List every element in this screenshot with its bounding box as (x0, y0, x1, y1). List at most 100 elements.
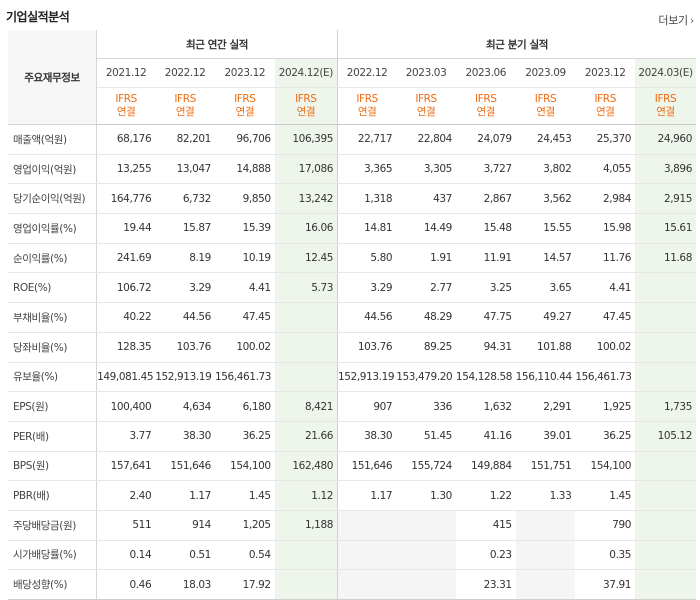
row-label: PER(배) (8, 421, 98, 452)
value-cell: 13,047 (155, 154, 215, 185)
ifrs-line2: 연결 (656, 106, 675, 118)
value-cell: 157,641 (96, 451, 156, 482)
annual-group-header: 최근 연간 실적 (96, 30, 338, 59)
value-cell: 1,632 (455, 391, 516, 422)
table-row: 당기순이익(억원) 164,776 6,732 9,850 13,242 1,318 437… (8, 183, 696, 215)
table-row: 부채비율(%) 40.22 44.56 47.45 44.56 48.29 47.75 49.… (8, 302, 696, 333)
value-cell: 25,370 (575, 124, 636, 155)
value-cell: 10.19 (214, 243, 275, 274)
value-cell: 3.25 (455, 272, 516, 304)
value-cell: 0.54 (214, 540, 275, 571)
value-cell: 914 (155, 509, 215, 541)
ifrs-header-row: IFRS 연결 IFRS 연결 IFRS 연결 IFRS 연결 IFRS 연결 IFRS 연결 IFRS… (8, 87, 696, 125)
value-cell: 39.01 (515, 421, 576, 452)
ifrs-line2: 연결 (116, 106, 136, 118)
quarter-group-header: 최근 분기 실적 (337, 30, 696, 59)
value-cell (635, 451, 696, 482)
ifrs-line2: 연결 (357, 106, 377, 118)
ifrs-line1: IFRS (534, 93, 557, 105)
value-cell: 37.91 (575, 569, 636, 600)
value-cell: 23.31 (455, 569, 516, 600)
value-cell: 4.41 (575, 272, 636, 304)
row-label: 주당배당금(원) (8, 509, 98, 541)
value-cell: 8.19 (155, 243, 215, 274)
value-cell: 15.39 (214, 213, 275, 244)
period-header: 2023.06 (455, 58, 516, 88)
value-cell: 907 (337, 391, 397, 422)
row-label: EPS(원) (8, 391, 98, 422)
value-cell (274, 362, 338, 393)
value-cell: 156,110.44 (515, 362, 576, 393)
ifrs-line2: 연결 (416, 106, 436, 118)
value-cell: 6,180 (214, 391, 275, 422)
value-cell: 151,646 (337, 451, 397, 482)
value-cell (515, 540, 576, 571)
value-cell (337, 569, 397, 600)
table-row: 영업이익률(%) 19.44 15.87 15.39 16.06 14.81 14.49 15… (8, 213, 696, 244)
value-cell: 3,802 (515, 154, 576, 185)
value-cell: 156,461.73 (575, 362, 636, 393)
value-cell: 162,480 (274, 451, 338, 482)
value-cell: 790 (575, 509, 636, 541)
value-cell: 1.45 (575, 480, 636, 511)
row-label: 시가배당률(%) (8, 540, 98, 571)
value-cell: 51.45 (396, 421, 456, 452)
table-row: 영업이익(억원) 13,255 13,047 14,888 17,086 3,365 3,3… (8, 154, 696, 185)
value-cell: 103.76 (337, 332, 397, 363)
table-row: 유보율(%) 149,081.45 152,913.19 156,461.73 152,… (8, 362, 696, 393)
value-cell: 17.92 (214, 569, 275, 600)
period-header: 2021.12 (96, 58, 156, 88)
value-cell: 15.48 (455, 213, 516, 244)
value-cell: 13,242 (274, 183, 338, 215)
value-cell (337, 509, 397, 541)
value-cell: 415 (455, 509, 516, 541)
value-cell: 24,079 (455, 124, 516, 155)
value-cell: 94.31 (455, 332, 516, 363)
value-cell: 2.40 (96, 480, 156, 511)
ifrs-label: IFRS 연결 (575, 87, 636, 125)
value-cell: 3.29 (337, 272, 397, 304)
ifrs-line1: IFRS (594, 93, 616, 105)
value-cell: 1.45 (214, 480, 275, 511)
ifrs-label: IFRS 연결 (635, 87, 696, 125)
table-row: 매출액(억원) 68,176 82,201 96,706 106,395 22,717 22… (8, 124, 696, 155)
value-cell: 4,055 (575, 154, 636, 185)
value-cell: 1,735 (635, 391, 696, 422)
value-cell: 22,717 (337, 124, 397, 155)
value-cell: 155,724 (396, 451, 456, 482)
value-cell (635, 302, 696, 333)
value-cell: 437 (396, 183, 456, 215)
value-cell: 11.91 (455, 243, 516, 274)
value-cell: 15.87 (155, 213, 215, 244)
value-cell: 44.56 (155, 302, 215, 333)
ifrs-line2: 연결 (175, 106, 195, 118)
value-cell: 14.81 (337, 213, 397, 244)
row-label: 영업이익률(%) (8, 213, 98, 244)
table-row: 시가배당률(%) 0.14 0.51 0.54 0.23 0.35 (8, 540, 696, 571)
value-cell: 12.45 (274, 243, 338, 274)
more-link[interactable]: 더보기 › (658, 12, 694, 28)
value-cell: 11.76 (575, 243, 636, 274)
value-cell: 0.46 (96, 569, 156, 600)
value-cell: 36.25 (575, 421, 636, 452)
period-header-row: 2021.12 2022.12 2023.12 2024.12(E) 2022.12 20… (8, 58, 696, 88)
table-body: 매출액(억원) 68,176 82,201 96,706 106,395 22,717 22… (8, 124, 696, 600)
value-cell: 4,634 (155, 391, 215, 422)
value-cell: 164,776 (96, 183, 156, 215)
value-cell (635, 509, 696, 541)
value-cell: 1,925 (575, 391, 636, 422)
value-cell (635, 569, 696, 600)
value-cell: 24,960 (635, 124, 696, 155)
value-cell: 49.27 (515, 302, 576, 333)
value-cell (274, 302, 338, 333)
row-label: 당기순이익(억원) (8, 183, 98, 215)
value-cell: 15.55 (515, 213, 576, 244)
ifrs-line1: IFRS (174, 93, 196, 105)
value-cell: 128.35 (96, 332, 156, 363)
value-cell: 47.45 (214, 302, 275, 333)
corner-label: 주요재무정보 (8, 30, 98, 125)
row-label: 부채비율(%) (8, 302, 98, 333)
value-cell: 1.91 (396, 243, 456, 274)
value-cell (635, 362, 696, 393)
row-label: 매출액(억원) (8, 124, 98, 155)
